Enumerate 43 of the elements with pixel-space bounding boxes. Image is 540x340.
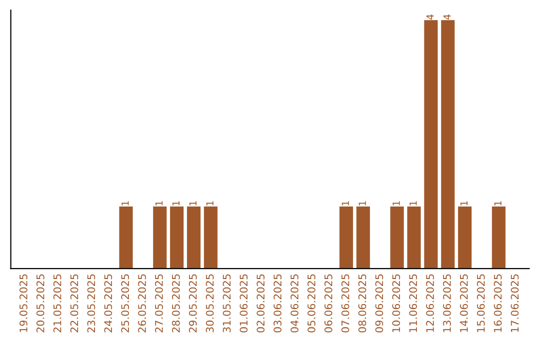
data-label: 1: [460, 201, 468, 206]
x-tick-label: 13.06.2025: [443, 274, 451, 332]
x-tick-label: 11.06.2025: [409, 274, 418, 332]
x-tick-label: 05.06.2025: [307, 274, 316, 332]
x-tick-label: 20.05.2025: [36, 274, 44, 332]
x-tick-label: 19.05.2025: [19, 274, 28, 332]
x-tick-label: 15.06.2025: [476, 274, 485, 332]
data-label: 1: [189, 201, 196, 206]
x-tick-label: 04.06.2025: [290, 274, 298, 332]
data-label: 1: [392, 201, 400, 206]
data-label: 1: [410, 201, 417, 206]
x-tick-label: 31.05.2025: [222, 274, 231, 332]
x-tick-label: 26.05.2025: [138, 274, 146, 332]
x-tick-label: 30.05.2025: [206, 274, 214, 332]
x-tick-label: 03.06.2025: [274, 274, 282, 332]
x-tick-label: 17.06.2025: [510, 274, 519, 332]
x-tick-label: 09.06.2025: [375, 274, 384, 332]
x-tick-label: 07.06.2025: [341, 274, 350, 332]
x-tick-label: 23.05.2025: [87, 274, 96, 332]
data-label: 1: [172, 201, 180, 206]
x-tick-label: 16.06.2025: [494, 274, 502, 332]
data-label: 1: [206, 201, 214, 206]
x-tick-label: 01.06.2025: [240, 274, 248, 332]
x-tick-label: 10.06.2025: [392, 274, 400, 332]
data-label: 4: [426, 14, 434, 20]
data-label: 1: [122, 201, 129, 206]
data-label: 1: [358, 201, 366, 206]
x-tick-label: 28.05.2025: [172, 274, 180, 332]
x-tick-label: 29.05.2025: [188, 274, 197, 332]
data-label: 1: [494, 201, 502, 206]
x-tick-label: 25.05.2025: [121, 274, 130, 332]
x-tick-label: 06.06.2025: [324, 274, 332, 332]
data-label: 1: [342, 201, 349, 206]
x-tick-label: 21.05.2025: [53, 274, 62, 332]
x-tick-label: 02.06.2025: [256, 274, 265, 332]
x-tick-label: 14.06.2025: [460, 274, 468, 332]
data-label: 1: [155, 201, 163, 206]
x-tick-label: 27.05.2025: [155, 274, 163, 332]
x-tick-label: 12.06.2025: [426, 274, 434, 332]
x-tick-label: 24.05.2025: [104, 274, 112, 332]
x-tick-label: 22.05.2025: [70, 274, 78, 332]
data-label: 4: [443, 14, 451, 20]
x-tick-label: 08.06.2025: [358, 274, 366, 332]
